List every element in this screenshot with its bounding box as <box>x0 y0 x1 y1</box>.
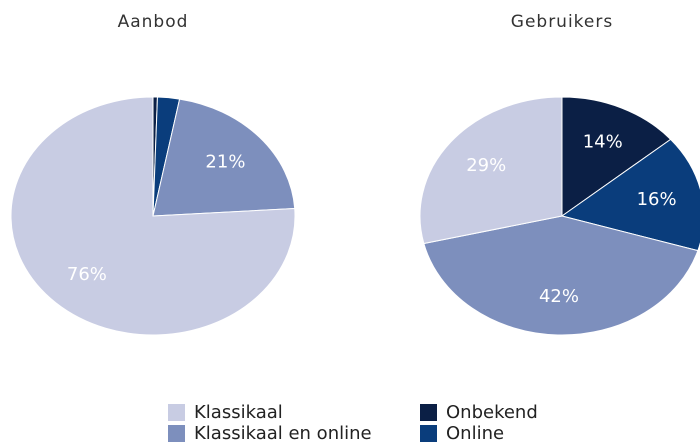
legend-label: Klassikaal en online <box>194 423 372 443</box>
pie-slice <box>152 98 296 217</box>
legend-label: Online <box>446 423 504 443</box>
legend-label: Onbekend <box>446 402 538 423</box>
chart-title: Aanbod <box>118 12 189 32</box>
legend-swatch <box>420 404 437 421</box>
legend-swatch <box>420 425 437 442</box>
data-label: 42% <box>539 286 579 307</box>
legend-label: Klassikaal <box>194 402 283 423</box>
data-label: 76% <box>67 264 107 285</box>
pie-slice <box>419 96 563 245</box>
pie-slice <box>561 96 672 217</box>
legend-swatch <box>168 425 185 442</box>
pie-slice <box>423 215 699 336</box>
legend-swatch <box>168 404 185 421</box>
data-label: 21% <box>205 151 245 172</box>
pie-slice <box>560 138 700 252</box>
chart-title: Gebruikers <box>511 12 613 32</box>
data-label: 14% <box>583 132 623 153</box>
pie-slice <box>10 96 296 336</box>
data-label: 29% <box>466 155 506 176</box>
data-label: 16% <box>637 189 677 210</box>
